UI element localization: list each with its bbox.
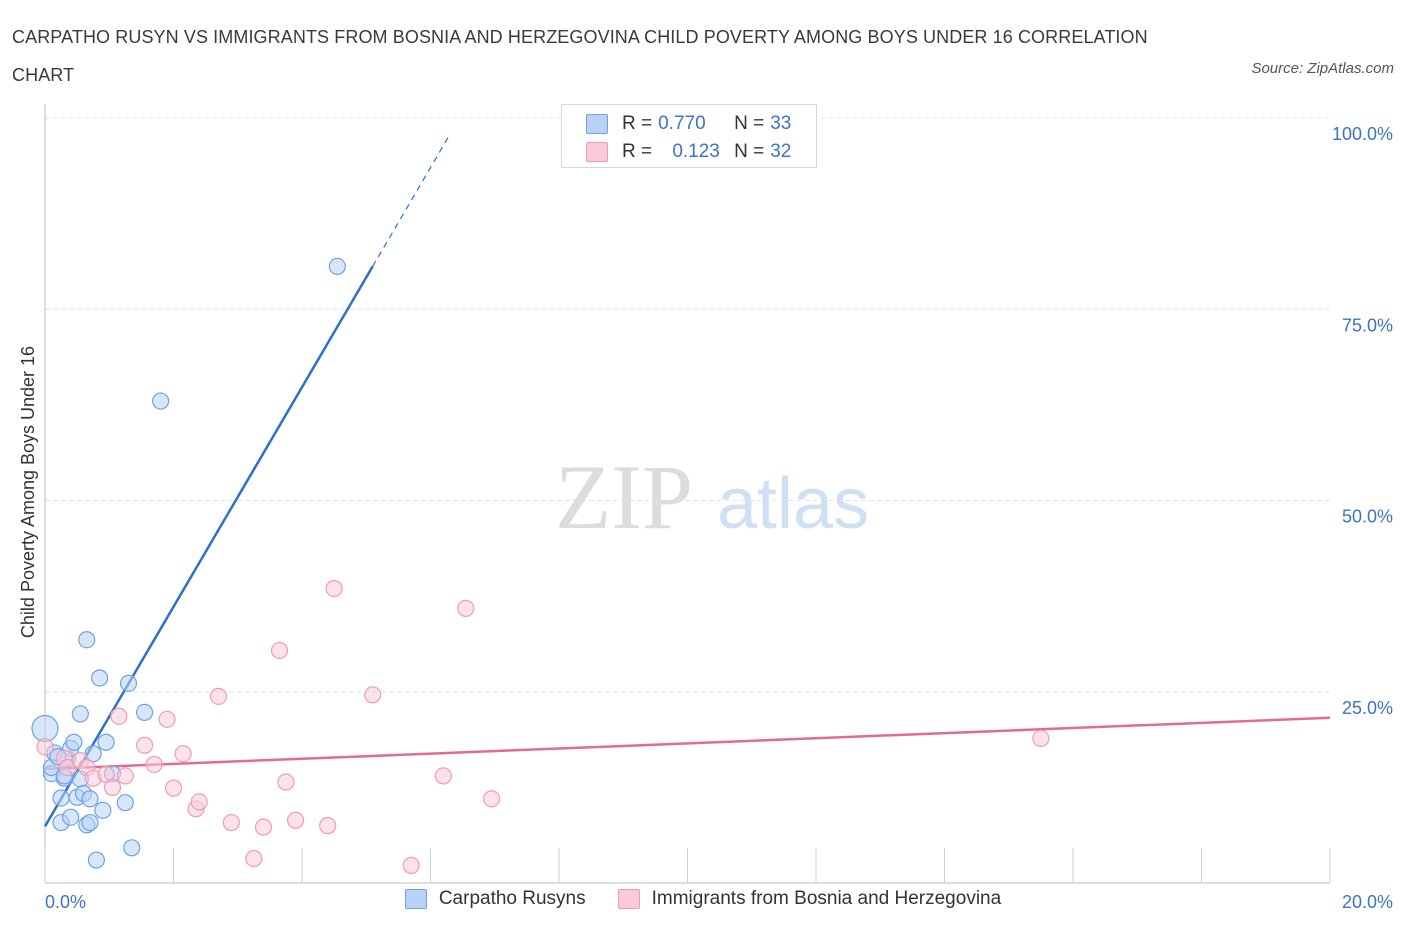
trend-line-2 [44, 716, 1331, 771]
data-point-series-1 [119, 674, 138, 692]
trend-lines [43, 134, 1331, 828]
legend-item-carpatho-rusyns[interactable]: Carpatho Rusyns [404, 888, 586, 910]
y-tick-label: 25.0% [1342, 698, 1393, 718]
data-point-series-2 [364, 686, 382, 704]
data-point-series-2 [325, 579, 343, 598]
axes [44, 104, 1331, 884]
legend-swatch-blue [586, 114, 608, 134]
series-legend: Carpatho Rusyns Immigrants from Bosnia a… [0, 888, 1406, 910]
y-tick-label: 50.0% [1342, 507, 1393, 527]
data-point-series-2 [174, 745, 192, 763]
data-point-series-2 [36, 738, 54, 756]
legend-swatch-pink [617, 889, 640, 909]
data-point-series-2 [457, 599, 475, 617]
data-point-series-2 [1032, 729, 1050, 748]
y-tick-label: 75.0% [1342, 315, 1393, 335]
data-point-series-2 [116, 767, 134, 785]
data-point-series-1 [87, 851, 106, 869]
legend-r-label: R = [622, 141, 653, 162]
legend-item-bosnia-immigrants[interactable]: Immigrants from Bosnia and Herzegovina [617, 888, 1002, 910]
data-point-series-1 [52, 789, 70, 807]
data-point-series-2 [135, 736, 154, 754]
legend-n-value: 33 [770, 113, 792, 134]
data-point-series-2 [402, 856, 420, 875]
data-point-series-2 [434, 767, 452, 785]
data-point-series-1 [81, 790, 99, 808]
data-point-series-2 [286, 811, 305, 829]
data-point-series-1 [65, 733, 83, 751]
grid-lines [45, 117, 1330, 693]
data-point-series-2 [245, 849, 263, 868]
legend-r-value: 0.770 [658, 113, 706, 134]
data-point-series-2 [319, 817, 337, 835]
legend-n-label: N = [734, 141, 765, 162]
chart-title: CARPATHO RUSYN VS IMMIGRANTS FROM BOSNIA… [12, 27, 1148, 85]
data-point-series-1 [116, 794, 134, 812]
data-point-series-2 [222, 813, 240, 832]
tick-labels: 100.0% 75.0% 50.0% 25.0% 0.0% 20.0% [45, 124, 1393, 912]
data-point-series-1 [328, 257, 346, 276]
data-point-series-1 [123, 839, 141, 857]
data-point-series-1 [94, 801, 112, 819]
data-point-series-1 [135, 703, 154, 722]
data-point-series-2 [209, 687, 228, 705]
trend-extension-1 [372, 134, 451, 267]
data-point-series-2 [270, 641, 289, 660]
data-point-series-2 [158, 710, 176, 728]
correlation-legend: R = 0.770 N = 33 R = 0.123 N = 32 [561, 104, 817, 168]
watermark-atlas: atlas [717, 464, 869, 544]
y-axis-label: Child Poverty Among Boys Under 16 [18, 346, 38, 638]
data-point-series-1 [31, 714, 59, 743]
x-tick-label: 0.0% [45, 892, 86, 912]
watermark-zip: ZIP [555, 446, 693, 548]
data-points [31, 257, 1050, 875]
data-point-series-2 [482, 790, 501, 808]
legend-row-series1: R = 0.770 N = 33 [586, 110, 791, 138]
data-point-series-2 [164, 779, 183, 797]
data-point-series-2 [110, 707, 128, 725]
x-tick-label: 20.0% [1342, 892, 1393, 912]
trend-line-1 [43, 265, 374, 828]
data-point-series-1 [81, 813, 99, 832]
legend-n-label: N = [734, 113, 765, 134]
legend-item-label: Carpatho Rusyns [438, 888, 586, 909]
data-point-series-2 [190, 793, 208, 811]
data-point-series-1 [78, 631, 96, 649]
data-point-series-1 [71, 705, 89, 723]
data-point-series-2 [145, 755, 163, 774]
legend-swatch-blue [404, 889, 427, 909]
data-point-series-2 [277, 773, 295, 791]
data-point-series-1 [91, 669, 109, 687]
source-label: Source: ZipAtlas.com [1251, 60, 1394, 77]
data-point-series-1 [62, 808, 80, 826]
legend-swatch-pink [586, 142, 608, 162]
data-point-series-1 [152, 392, 170, 410]
legend-row-series2: R = 0.123 N = 32 [586, 138, 791, 166]
legend-n-value: 32 [770, 141, 792, 162]
legend-r-value: 0.123 [672, 141, 720, 162]
legend-item-label: Immigrants from Bosnia and Herzegovina [651, 888, 1002, 909]
y-tick-label: 100.0% [1332, 124, 1393, 144]
data-point-series-2 [254, 818, 273, 836]
data-point-series-2 [103, 778, 122, 796]
data-point-series-1 [97, 733, 115, 751]
legend-r-label: R = [622, 113, 653, 134]
